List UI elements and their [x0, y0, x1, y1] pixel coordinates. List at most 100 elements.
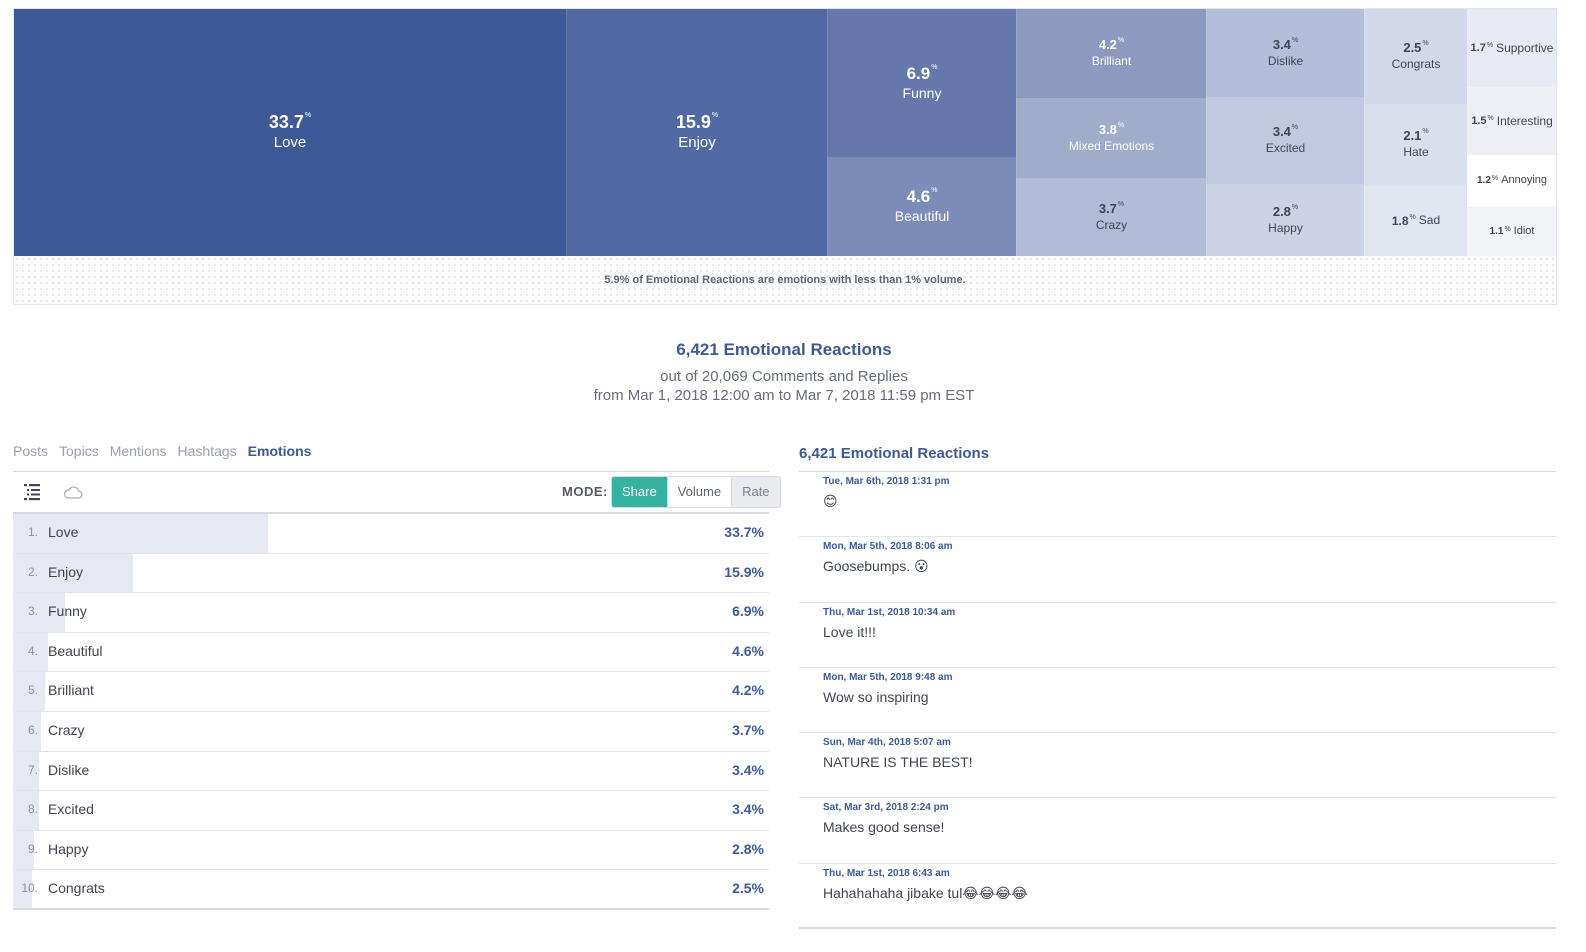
treemap-value-number: 6.9 [906, 63, 931, 83]
treemap-tile-interesting[interactable]: 1.5% Interesting [1467, 87, 1556, 155]
table-row[interactable]: 10. Congrats 2.5% [13, 870, 769, 910]
treemap-value-number: 3.4 [1272, 36, 1291, 52]
treemap-label: Congrats [1391, 57, 1441, 72]
treemap-value: 3.4% [1272, 36, 1298, 52]
row-share-value: 3.4% [732, 801, 764, 818]
treemap-value-number: 2.5 [1403, 40, 1422, 56]
treemap-tile-sad[interactable]: 1.8% Sad [1364, 185, 1467, 256]
feed-item-timestamp: Mon, Mar 5th, 2018 8:06 am [823, 541, 953, 553]
table-row[interactable]: 7. Dislike 3.4% [13, 751, 769, 792]
share-bar [13, 553, 134, 593]
treemap-tile-supportive[interactable]: 1.7% Supportive [1467, 9, 1556, 87]
treemap-tile-enjoy[interactable]: 15.9% Enjoy [566, 9, 827, 256]
emotion-toolbar: MODE: Share Volume Rate [13, 472, 781, 512]
treemap-label: Sad [1418, 213, 1441, 228]
tab-topics[interactable]: Topics [59, 443, 99, 459]
treemap-tile-beautiful[interactable]: 4.6% Beautiful [827, 157, 1016, 256]
treemap-tile-brilliant[interactable]: 4.2% Brilliant [1016, 9, 1206, 98]
table-row[interactable]: 4. Beautiful 4.6% [13, 632, 769, 673]
treemap-tile-crazy[interactable]: 3.7% Crazy [1016, 178, 1206, 256]
emotion-treemap: 33.7% Love 15.9% Enjoy 6.9% Funny 4.6% Beautifu… [13, 8, 1557, 305]
mode-volume-button[interactable]: Volume [666, 477, 732, 507]
list-view-icon[interactable] [24, 483, 40, 501]
tab-emotions[interactable]: Emotions [247, 443, 312, 459]
row-emotion-name: Dislike [48, 761, 90, 778]
treemap-value-unit: % [1291, 124, 1299, 132]
share-bar [13, 514, 268, 553]
cloud-view-icon[interactable] [63, 484, 83, 500]
table-row[interactable]: 5. Brilliant 4.2% [13, 672, 769, 712]
analysis-tabs: Posts Topics Mentions Hashtags Emotions [13, 443, 311, 459]
treemap-value-number: 1.5 [1471, 114, 1487, 127]
mode-label: MODE: [562, 484, 608, 499]
row-rank: 2. [27, 564, 38, 579]
treemap-tile-love[interactable]: 33.7% Love [14, 9, 566, 256]
tabs-divider [13, 471, 769, 472]
summary-subtitle: out of 20,069 Comments and Replies [660, 368, 908, 385]
row-emotion-name: Congrats [48, 880, 105, 897]
share-bar [13, 672, 45, 711]
treemap-tile-excited[interactable]: 3.4% Excited [1206, 97, 1364, 184]
row-emotion-name: Enjoy [48, 563, 84, 580]
feed-item-text: Hahahahaha jibake tul😂😂😂😂 [823, 884, 1028, 901]
table-row[interactable]: 1. Love 33.7% [13, 514, 769, 554]
treemap-tile-idiot[interactable]: 1.1% Idiot [1467, 207, 1556, 256]
feed-item[interactable]: Mon, Mar 5th, 2018 9:48 am Wow so inspiri… [799, 668, 1556, 734]
feed-item-text: 😊 [823, 493, 838, 509]
treemap-value-number: 4.2 [1098, 37, 1117, 53]
treemap-tile-hate[interactable]: 2.1% Hate [1364, 104, 1467, 185]
share-bar [13, 751, 39, 791]
table-row[interactable]: 9. Happy 2.8% [13, 830, 769, 871]
feed-item[interactable]: Mon, Mar 5th, 2018 8:06 am Goosebumps. 😮 [799, 537, 1556, 603]
treemap-tile-happy[interactable]: 2.8% Happy [1206, 184, 1364, 256]
feed-item-text: Makes good sense! [823, 819, 945, 836]
tab-mentions[interactable]: Mentions [109, 443, 167, 459]
row-rank: 9. [27, 841, 38, 856]
feed-item[interactable]: Sat, Mar 3rd, 2018 2:24 pm Makes good sen… [799, 798, 1556, 864]
feed-item[interactable]: Tue, Mar 6th, 2018 1:31 pm 😊 [799, 472, 1556, 538]
tab-hashtags[interactable]: Hashtags [177, 443, 237, 459]
treemap-value-unit: % [1117, 200, 1125, 208]
row-emotion-name: Crazy [48, 721, 85, 738]
feed-item[interactable]: Thu, Mar 1st, 2018 6:43 am Hahahahaha jib… [799, 864, 1556, 930]
share-bar [13, 830, 35, 870]
treemap-tile-annoying[interactable]: 1.2% Annoying [1467, 155, 1556, 207]
treemap-value-unit: % [1291, 203, 1299, 211]
treemap-tile-dislike[interactable]: 3.4% Dislike [1206, 9, 1364, 97]
feed-item[interactable]: Sun, Mar 4th, 2018 5:07 am NATURE IS THE … [799, 733, 1556, 799]
table-row[interactable]: 8. Excited 3.4% [13, 791, 769, 831]
treemap-tile-congrats[interactable]: 2.5% Congrats [1364, 9, 1467, 104]
mode-share-button[interactable]: Share [612, 477, 667, 507]
mode-toggle: Share Volume Rate [611, 476, 781, 508]
reaction-summary: 6,421 Emotional Reactions out of 20,069 … [0, 340, 1568, 404]
treemap-label: Enjoy [678, 134, 716, 151]
feed-item[interactable]: Thu, Mar 1st, 2018 10:34 am Love it!!! [799, 603, 1556, 668]
emotion-table: 1. Love 33.7% 2. Enjoy 15.9% 3. Funny 6.9% 4. Beau… [13, 514, 769, 910]
treemap-value-unit: % [1409, 213, 1416, 221]
treemap-tile-funny[interactable]: 6.9% Funny [827, 9, 1016, 157]
feed-item-timestamp: Sat, Mar 3rd, 2018 2:24 pm [823, 802, 949, 814]
row-emotion-name: Excited [48, 801, 94, 818]
treemap-value-number: 1.8 [1391, 213, 1409, 228]
treemap-value: 2.8% [1273, 203, 1299, 218]
treemap-value-unit: % [931, 63, 938, 71]
treemap-value: 3.7% [1099, 200, 1125, 215]
treemap-label: Happy [1268, 220, 1303, 235]
table-row[interactable]: 2. Enjoy 15.9% [13, 553, 769, 594]
treemap-tile-mixed-emotions[interactable]: 3.8% Mixed Emotions [1016, 98, 1206, 178]
row-rank: 3. [27, 604, 38, 619]
share-bar [13, 870, 32, 908]
reaction-feed: Tue, Mar 6th, 2018 1:31 pm 😊 Mon, Mar 5th,… [799, 472, 1556, 930]
mode-rate-button[interactable]: Rate [731, 477, 780, 507]
treemap-value-number: 3.4 [1272, 124, 1291, 140]
tab-posts[interactable]: Posts [13, 443, 49, 459]
treemap-label: Idiot [1513, 224, 1535, 237]
feed-item-text: NATURE IS THE BEST! [823, 754, 973, 771]
feed-item-text: Love it!!! [823, 623, 876, 640]
treemap-label: Mixed Emotions [1068, 138, 1155, 153]
table-row[interactable]: 3. Funny 6.9% [13, 593, 769, 633]
row-rank: 4. [27, 643, 38, 658]
table-row[interactable]: 6. Crazy 3.7% [13, 711, 769, 752]
feed-item-timestamp: Thu, Mar 1st, 2018 6:43 am [823, 867, 950, 879]
feed-item-timestamp: Mon, Mar 5th, 2018 9:48 am [823, 671, 953, 683]
